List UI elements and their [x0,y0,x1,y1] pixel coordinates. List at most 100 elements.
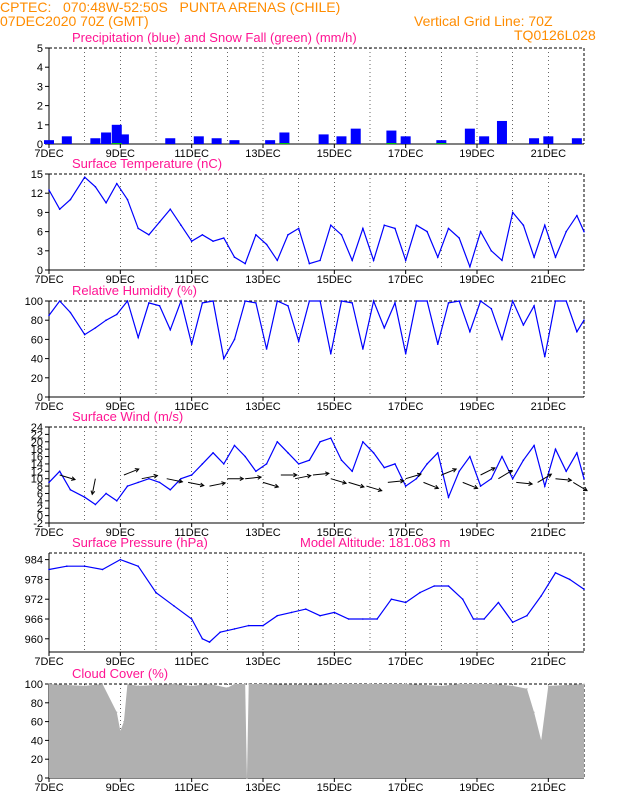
pres-point [404,601,407,604]
rh-point [190,343,193,346]
rh-point [137,336,139,339]
wind-point [137,481,139,484]
panel-rh: 0 20 40 60 80 100 7DEC 9DEC 11DEC 13DEC 15DEC 17DEC… [25,283,585,413]
y-tick-label: 15 [31,169,43,181]
rh-point [522,324,525,326]
panel-pres: 960 966 972 978 984 7DEC 9DEC 11DEC 13DEC 15DEC 17… [25,535,585,668]
wind-point [222,463,225,465]
wind-arrow [91,478,96,495]
wind-point [329,437,332,439]
pres-point [208,641,211,643]
wind-point [105,492,107,495]
pres-point [137,565,139,567]
wind-arrow [423,481,439,489]
x-tick-label: 7DEC [34,148,63,160]
cloud-point [476,683,478,685]
panel-temp: 0 3 6 9 12 15 7DEC 9DEC 11DEC 13DEC 15DEC 17DEC 19DE… [31,156,585,286]
temp-point [469,266,471,268]
temp-point [158,221,161,223]
y-tick-label: 984 [25,555,43,567]
cloud-point [48,683,50,685]
precip-bar [350,128,361,144]
precip-bar [90,138,101,144]
y-tick-label: 1 [37,120,43,132]
temp-point [511,211,514,214]
wind-arrow [537,473,552,483]
x-tick-label: 9DEC [106,274,135,286]
y-tick-label: 40 [31,354,43,366]
wind-point [362,440,364,443]
wind-arrow-head [359,483,365,489]
wind-point [404,485,407,487]
rh-point [201,302,204,304]
wind-point [148,477,150,480]
y-tick-label: 60 [31,717,43,729]
cloud-point [173,683,175,685]
cloud-point [565,684,567,686]
pres-point [233,628,236,630]
rh-point [148,302,150,304]
wind-point [458,470,460,473]
precip-bar [279,132,290,144]
pres-point [461,598,464,600]
wind-point [308,459,311,462]
wind-arrow [59,474,76,481]
x-tick-label: 19DEC [459,274,495,286]
y-tick-label: 24 [31,422,43,434]
x-tick-label: 15DEC [317,527,353,539]
pres-point [319,614,321,617]
product-code: TQ0126L028 [514,27,596,43]
pres-point [540,595,542,597]
pres-point [347,618,350,620]
cloud-point [137,685,139,687]
pres-point [511,621,514,624]
wind-point [180,477,182,480]
wind-arrow [188,481,204,487]
pres-point [83,565,86,567]
x-tick-label: 21DEC [531,527,567,539]
temp-point [287,234,289,236]
pres-point [497,601,500,604]
rh-point [297,340,300,343]
wind-point [522,459,525,462]
wind-point [169,488,172,491]
panel-title: Precipitation (blue) and Snow Fall (gree… [72,30,357,45]
precip-bar [479,136,490,144]
station-header: CPTEC: 070:48W-52:50S PUNTA ARENAS (CHIL… [0,0,341,15]
precip-bar [193,136,204,144]
cloud-point [262,683,264,685]
rh-point [490,307,493,310]
y-tick-label: 0 [37,773,43,785]
wind-arrow [166,478,183,483]
x-tick-label: 7DEC [34,782,63,794]
y-tick-label: 60 [31,334,43,346]
x-tick-label: 17DEC [388,782,424,794]
temp-point [180,224,182,226]
rh-point [48,314,50,317]
x-tick-label: 17DEC [388,274,424,286]
pres-point [419,591,421,594]
x-tick-label: 21DEC [531,274,567,286]
temp-point [554,256,557,259]
pres-point [101,568,104,571]
x-tick-label: 17DEC [388,148,424,160]
precip-bar [211,138,222,144]
cloud-point [540,739,542,742]
pres-point [447,585,450,587]
pres-point [173,605,175,607]
wind-point [297,463,300,465]
wind-arrow-head [274,483,280,489]
wind-point [351,470,353,473]
rh-point [436,343,439,346]
wind-point [554,448,557,450]
y-tick-label: 3 [37,81,43,93]
x-tick-label: 7DEC [34,656,63,668]
wind-point [201,463,204,465]
rh-line [48,298,585,361]
wind-arrow-head [528,481,534,486]
snow-bar [111,143,122,145]
temp-point [58,208,61,210]
temp-point [404,259,407,262]
wind-arrow-head [508,469,514,475]
wind-point [490,477,493,480]
